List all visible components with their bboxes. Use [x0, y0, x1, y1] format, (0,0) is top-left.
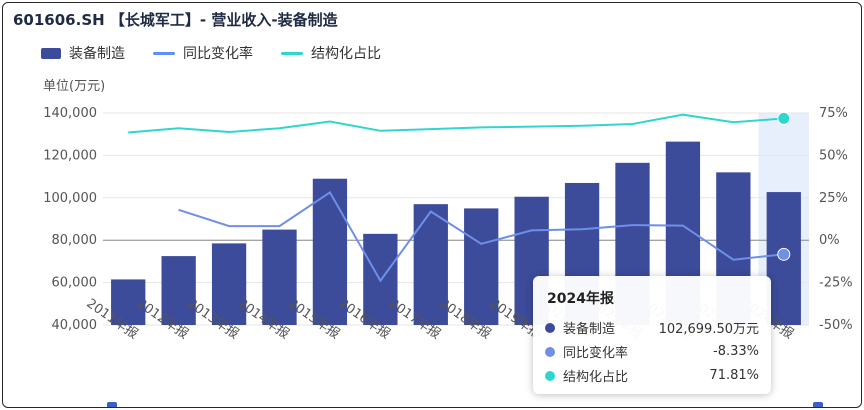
tooltip-dot — [545, 370, 555, 381]
tooltip-series-name: 结构化占比 — [563, 370, 629, 385]
share-line — [128, 113, 784, 134]
legend-label: 结构化占比 — [311, 46, 381, 62]
y-right-tick-label: 50% — [819, 148, 848, 163]
bar — [312, 178, 348, 325]
bar — [111, 279, 146, 325]
legend-item-yoy[interactable]: 同比变化率 — [153, 43, 253, 63]
y-right-tick-label: -50% — [819, 318, 853, 333]
data-point — [777, 111, 791, 125]
y-left-tick-label: 100,000 — [43, 191, 97, 206]
tooltip-row: 装备制造 102,699.50万元 — [545, 318, 759, 337]
zoom-handle-left[interactable] — [107, 402, 117, 407]
bar — [262, 229, 297, 325]
y-right-tick-label: 75% — [819, 106, 848, 121]
legend-item-equipment[interactable]: 装备制造 — [41, 43, 125, 63]
legend-swatch-line — [153, 51, 175, 55]
tooltip-row: 结构化占比 71.81% — [545, 366, 759, 385]
bar — [413, 204, 448, 325]
legend-swatch-bar — [41, 47, 61, 59]
bar — [464, 208, 499, 325]
tooltip-series-name: 装备制造 — [563, 322, 616, 337]
bar — [161, 256, 196, 325]
legend-label: 同比变化率 — [183, 46, 253, 62]
tooltip: 2024年报 装备制造 102,699.50万元 同比变化率 -8.33% 结构… — [533, 276, 771, 394]
tooltip-series-value: 102,699.50万元 — [658, 322, 759, 337]
tooltip-series-value: 71.81% — [709, 368, 759, 383]
legend-swatch-line — [281, 51, 303, 55]
data-point — [777, 247, 791, 261]
tooltip-dot — [545, 346, 555, 357]
tooltip-row: 同比变化率 -8.33% — [545, 342, 759, 361]
tooltip-title: 2024年报 — [547, 291, 614, 307]
y-axis-unit-label: 单位(万元) — [43, 79, 106, 94]
y-left-tick-label: 40,000 — [52, 318, 98, 333]
y-right-tick-label: -25% — [819, 276, 853, 291]
y-left-tick-label: 140,000 — [43, 106, 97, 121]
y-right-tick-label: 0% — [819, 233, 840, 248]
y-right-tick-label: 25% — [819, 191, 848, 206]
zoom-handle-right[interactable] — [813, 402, 823, 407]
chart-title: 601606.SH 【长城军工】- 营业收入-装备制造 — [13, 11, 338, 29]
bar — [211, 243, 247, 325]
tooltip-dot — [545, 322, 555, 333]
yoy-line — [178, 190, 784, 283]
tooltip-series-name: 同比变化率 — [563, 346, 629, 361]
y-left-tick-label: 60,000 — [52, 276, 98, 291]
y-left-tick-label: 120,000 — [43, 148, 97, 163]
legend-label: 装备制造 — [69, 46, 125, 62]
tooltip-series-value: -8.33% — [713, 344, 759, 359]
y-left-tick-label: 80,000 — [52, 233, 98, 248]
legend-item-share[interactable]: 结构化占比 — [281, 43, 381, 63]
legend: 装备制造 同比变化率 结构化占比 — [41, 43, 381, 63]
